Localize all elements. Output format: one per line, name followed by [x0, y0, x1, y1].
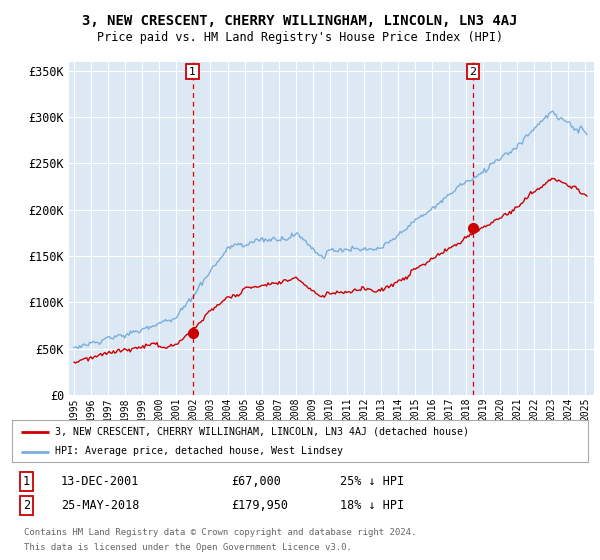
Text: 1: 1: [23, 475, 30, 488]
Text: 3, NEW CRESCENT, CHERRY WILLINGHAM, LINCOLN, LN3 4AJ: 3, NEW CRESCENT, CHERRY WILLINGHAM, LINC…: [82, 14, 518, 28]
Text: 13-DEC-2001: 13-DEC-2001: [61, 475, 139, 488]
Text: 2: 2: [469, 67, 476, 77]
Text: Price paid vs. HM Land Registry's House Price Index (HPI): Price paid vs. HM Land Registry's House …: [97, 31, 503, 44]
Text: 1: 1: [189, 67, 196, 77]
Text: 25% ↓ HPI: 25% ↓ HPI: [340, 475, 404, 488]
Text: 18% ↓ HPI: 18% ↓ HPI: [340, 499, 404, 512]
Text: 3, NEW CRESCENT, CHERRY WILLINGHAM, LINCOLN, LN3 4AJ (detached house): 3, NEW CRESCENT, CHERRY WILLINGHAM, LINC…: [55, 427, 469, 437]
Text: This data is licensed under the Open Government Licence v3.0.: This data is licensed under the Open Gov…: [23, 543, 352, 553]
Text: HPI: Average price, detached house, West Lindsey: HPI: Average price, detached house, West…: [55, 446, 343, 456]
Text: 2: 2: [23, 499, 30, 512]
Text: £179,950: £179,950: [231, 499, 288, 512]
Text: £67,000: £67,000: [231, 475, 281, 488]
Text: 25-MAY-2018: 25-MAY-2018: [61, 499, 139, 512]
Text: Contains HM Land Registry data © Crown copyright and database right 2024.: Contains HM Land Registry data © Crown c…: [23, 528, 416, 536]
